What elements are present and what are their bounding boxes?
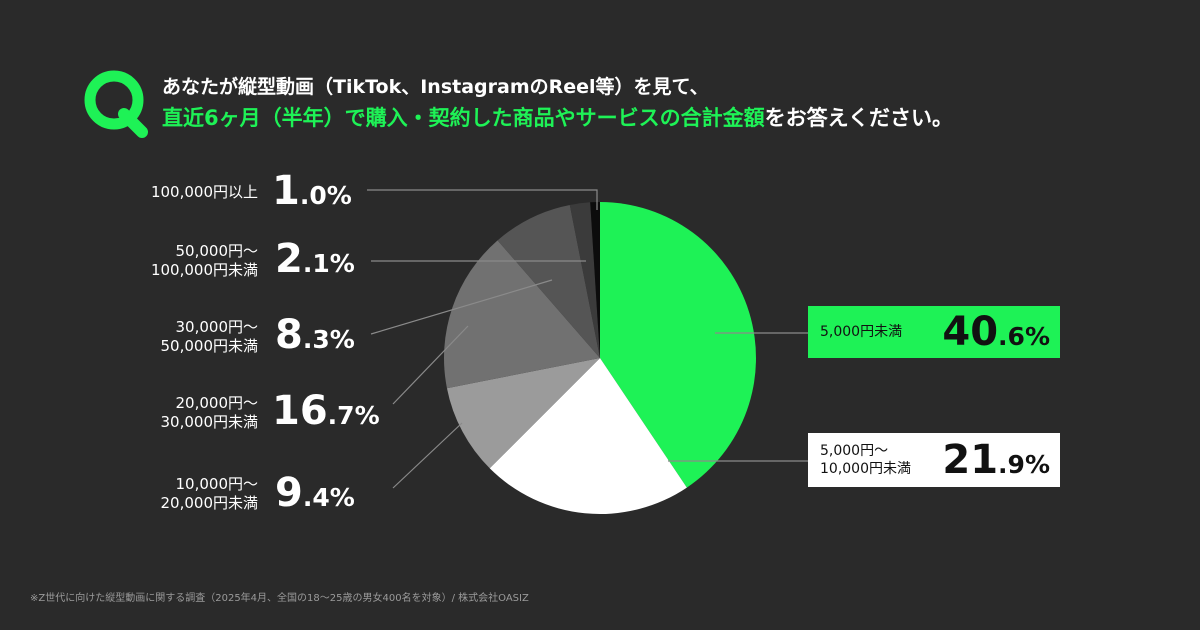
footnote: ※Z世代に向けた縦型動画に関する調査（2025年4月、全国の18〜25歳の男女4… <box>30 593 529 604</box>
slice-percent-6: 1.0% <box>272 168 352 214</box>
slice-percent-0: 40.6% <box>942 309 1050 355</box>
question: あなたが縦型動画（TikTok、InstagramのReel等）を見て、 直近6… <box>162 74 953 134</box>
slice-percent-2: 9.4% <box>275 470 355 516</box>
pie-slice-3 <box>444 240 600 389</box>
question-rest: をお答えください。 <box>764 106 953 130</box>
slice-label-box-1: 5,000円〜 10,000円未満 21.9% <box>808 433 1060 487</box>
slice-label-1: 5,000円〜 10,000円未満 <box>820 443 911 477</box>
pie-slice-1 <box>489 358 687 514</box>
slice-label-5: 50,000円〜 100,000円未満 <box>150 242 258 279</box>
leader-line-3 <box>392 325 469 405</box>
slice-percent-3: 16.7% <box>272 388 380 434</box>
q-icon <box>84 70 148 138</box>
slice-label-3: 20,000円〜 30,000円未満 <box>160 394 259 431</box>
slice-label-4: 30,000円〜 50,000円未満 <box>160 318 259 355</box>
slice-percent-1: 21.9% <box>942 437 1050 483</box>
leader-line-4 <box>370 279 553 335</box>
slice-percent-4: 8.3% <box>275 312 355 358</box>
slice-label-box-0: 5,000円未満 40.6% <box>808 306 1060 358</box>
pie-slice-6 <box>590 202 600 358</box>
question-line2: 直近6ヶ月（半年）で購入・契約した商品やサービスの合計金額をお答えください。 <box>162 102 953 134</box>
question-highlight: 直近6ヶ月（半年）で購入・契約した商品やサービスの合計金額 <box>162 106 765 130</box>
pie-slice-2 <box>446 358 600 469</box>
question-line1: あなたが縦型動画（TikTok、InstagramのReel等）を見て、 <box>162 76 709 98</box>
pie-slice-0 <box>600 202 756 488</box>
pie-slice-5 <box>569 202 600 358</box>
slice-percent-5: 2.1% <box>275 236 355 282</box>
leader-line-6 <box>367 189 598 210</box>
slice-label-6: 100,000円以上 <box>150 183 258 201</box>
slice-label-2: 10,000円〜 20,000円未満 <box>160 475 259 512</box>
leader-line-2 <box>392 422 463 489</box>
slice-label-0: 5,000円未満 <box>820 324 903 340</box>
